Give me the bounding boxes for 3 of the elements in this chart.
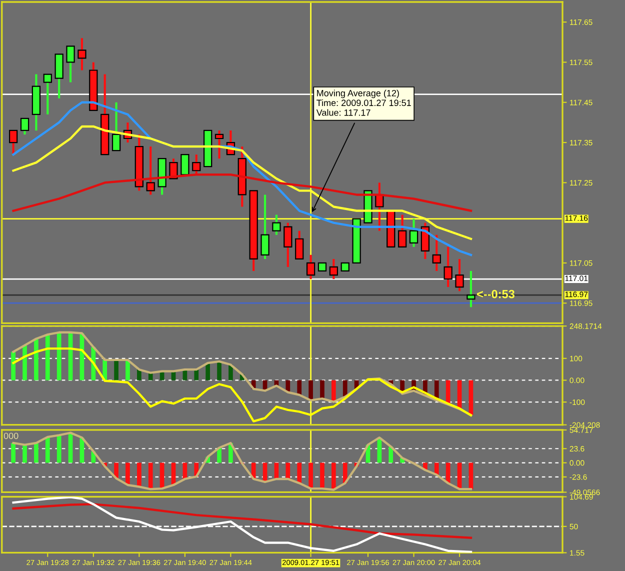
annotation: Moving Average (12) Time: 2009.01.27 19:51 Value: 117.17 [316,90,411,116]
annotation: <--0:53 [477,290,514,298]
annotation: 000 [4,432,18,440]
